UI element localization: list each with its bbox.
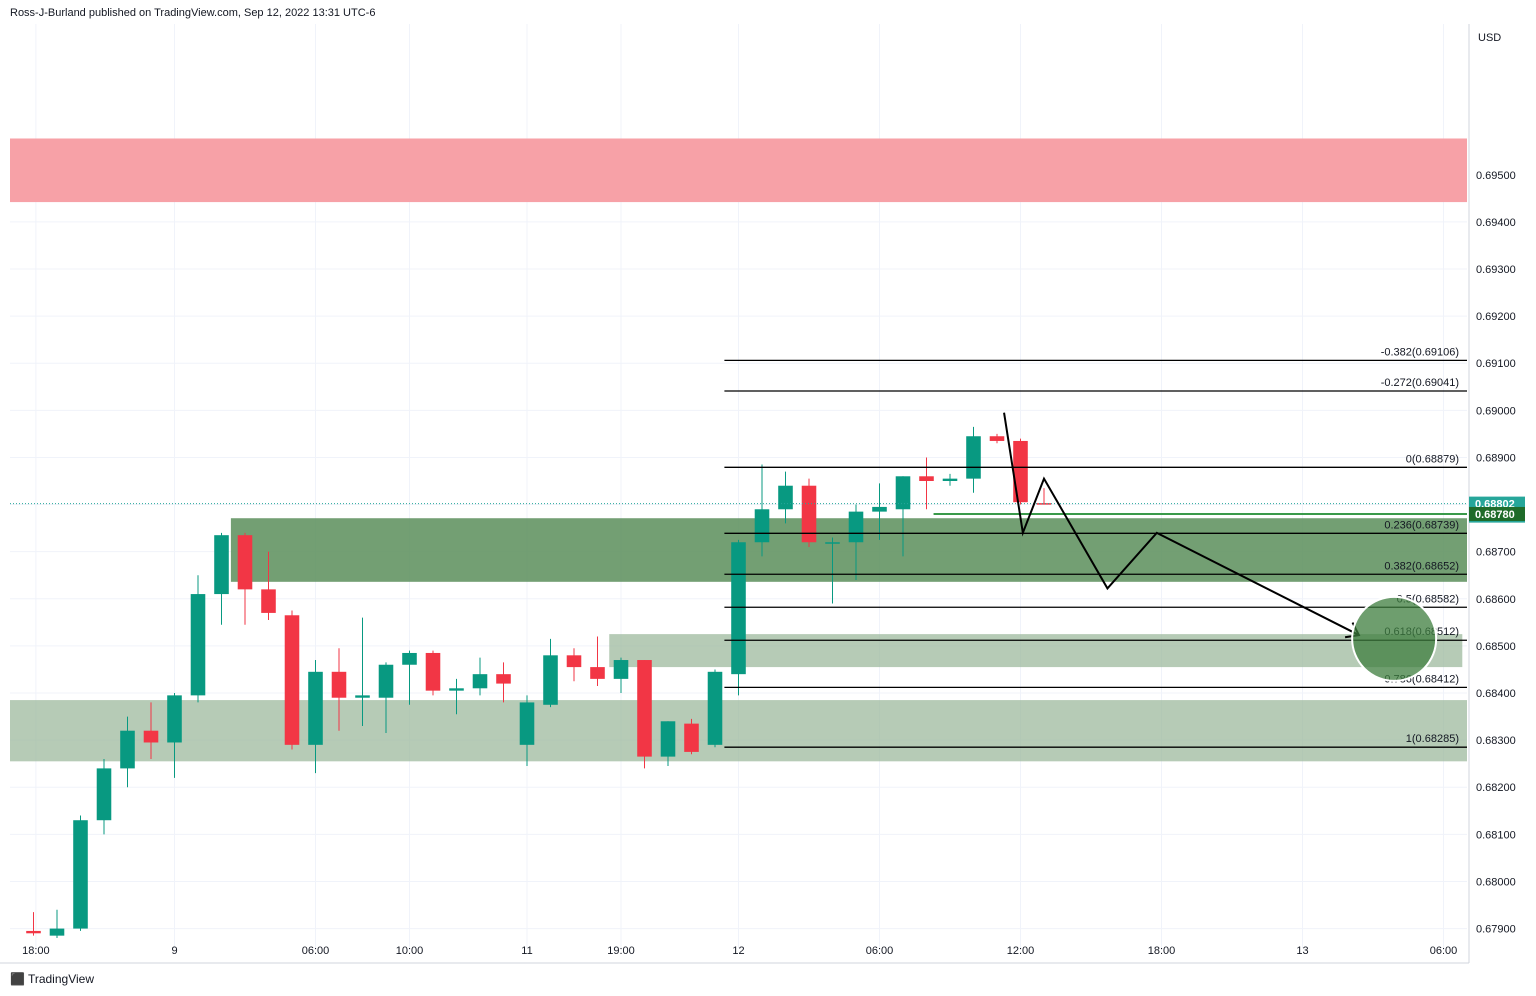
candle-body — [801, 485, 817, 543]
candle-body — [261, 589, 276, 613]
y-tick-label: 0.69300 — [1476, 264, 1516, 276]
candle-body — [190, 594, 206, 696]
y-tick-label: 0.68400 — [1476, 688, 1516, 700]
candle-body — [1013, 440, 1028, 503]
y-tick-label: 0.68200 — [1476, 782, 1516, 794]
tradingview-logo-icon: ⬛ — [10, 972, 25, 986]
candle-body — [778, 485, 793, 510]
target-circle — [1351, 595, 1438, 682]
candle-body — [519, 702, 535, 745]
x-tick-label: 10:00 — [396, 945, 424, 957]
x-tick-label: 06:00 — [302, 945, 330, 957]
candle-body — [637, 660, 652, 757]
y-tick-label: 0.69100 — [1476, 358, 1516, 370]
candle-body — [613, 660, 629, 679]
candle-body — [919, 476, 934, 481]
candle-body — [966, 436, 981, 479]
x-tick-label: 12 — [732, 945, 744, 957]
candle-body — [237, 535, 253, 590]
candle-body — [872, 506, 887, 512]
candle-body — [214, 535, 229, 595]
candle-body — [26, 930, 41, 934]
candle-body — [49, 928, 65, 936]
y-tick-label: 0.69000 — [1476, 405, 1516, 417]
candle-body — [378, 664, 394, 698]
zone-resistance — [10, 138, 1467, 203]
y-tick-label: 0.68500 — [1476, 641, 1516, 653]
candle-body — [660, 721, 676, 757]
y-tick-label: 0.67900 — [1476, 924, 1516, 936]
candle-body — [942, 478, 958, 481]
candle-body — [472, 674, 488, 689]
x-tick-label: 18:00 — [22, 945, 50, 957]
time-axis: 18:00 9 06:00 10:00 11 19:00 12 06:00 12:00 18:00… — [0, 945, 1469, 964]
fib-level-label: 0(0.68879) — [1406, 453, 1459, 465]
x-tick-label: 13 — [1296, 945, 1308, 957]
fib-level-label: 1(0.68285) — [1406, 733, 1459, 745]
candle-body — [120, 730, 135, 769]
y-tick-label: 0.68100 — [1476, 829, 1516, 841]
footer-brand: TradingView — [27, 972, 94, 986]
candle-body — [707, 671, 723, 745]
y-tick-label: 0.68700 — [1476, 547, 1516, 559]
x-tick-label: 12:00 — [1007, 945, 1035, 957]
candle-body — [284, 615, 300, 745]
candle-body — [1036, 503, 1052, 505]
candle-body — [167, 695, 182, 743]
candle-body — [355, 695, 370, 698]
candle-body — [895, 476, 911, 510]
candle-body — [684, 723, 699, 752]
projection-path — [1003, 412, 1360, 636]
fib-level-label: 0.236(0.68739) — [1384, 519, 1459, 531]
candle-body — [825, 542, 840, 544]
price-badge — [1469, 506, 1525, 521]
candle-body — [402, 652, 417, 665]
publisher-header: Ross-J-Burland published on TradingView.… — [10, 7, 376, 19]
tradingview-footer[interactable]: ⬛ TradingView — [10, 972, 94, 986]
candle-body — [989, 436, 1005, 441]
x-tick-label: 19:00 — [607, 945, 635, 957]
x-tick-label: 9 — [171, 945, 177, 957]
x-tick-label: 11 — [521, 945, 532, 957]
x-tick-label: 06:00 — [866, 945, 894, 957]
fibonacci-retracement: -0.382(0.69106) -0.272(0.69041) 0(0.68879)… — [724, 346, 1467, 748]
candle-body — [566, 655, 582, 668]
fib-level-label: -0.272(0.69041) — [1381, 377, 1459, 389]
y-tick-label: 0.68000 — [1476, 876, 1516, 888]
candle-body — [731, 542, 746, 675]
candle-body — [449, 688, 464, 691]
candle-body — [73, 820, 88, 929]
currency-label: USD — [1478, 32, 1501, 44]
candle-body — [543, 655, 558, 705]
y-tick-label: 0.69200 — [1476, 311, 1516, 323]
fib-level-label: -0.382(0.69106) — [1381, 346, 1459, 358]
candle-body — [496, 674, 511, 684]
candle-body — [331, 671, 347, 698]
candle-body — [754, 509, 770, 543]
x-tick-label: 06:00 — [1430, 945, 1458, 957]
price-axis: 0.69500 0.69400 0.69300 0.69200 0.69100 0.690… — [1468, 24, 1525, 963]
y-tick-label: 0.68900 — [1476, 452, 1516, 464]
candles — [26, 426, 1052, 938]
y-tick-label: 0.69500 — [1476, 170, 1516, 182]
y-tick-label: 0.69400 — [1476, 217, 1516, 229]
candle-body — [308, 671, 323, 745]
zone-support-light — [10, 700, 1467, 762]
candle-body — [425, 652, 441, 691]
candle-body — [143, 730, 159, 743]
price-badge-label: 0.68780 — [1475, 509, 1515, 521]
y-tick-label: 0.68600 — [1476, 594, 1516, 606]
y-tick-label: 0.68300 — [1476, 735, 1516, 747]
fib-level-label: 0.382(0.68652) — [1384, 560, 1459, 572]
candle-body — [848, 511, 864, 543]
candle-body — [590, 667, 605, 679]
x-tick-label: 18:00 — [1148, 945, 1176, 957]
candle-body — [96, 768, 112, 821]
drawings — [10, 412, 1467, 682]
